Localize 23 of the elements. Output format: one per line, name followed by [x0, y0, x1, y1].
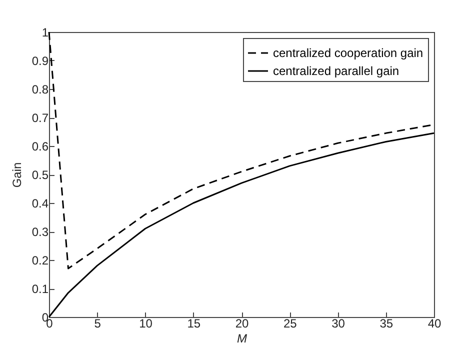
- y-tick-label: 0.5: [32, 168, 49, 182]
- x-tick-label: 15: [187, 316, 201, 330]
- x-tick-label: 10: [139, 316, 153, 330]
- legend-label: centralized parallel gain: [273, 64, 400, 78]
- x-tick-label: 20: [235, 316, 249, 330]
- y-tick-label: 1: [42, 26, 49, 40]
- x-tick-label: 30: [332, 316, 346, 330]
- x-tick-label: 25: [283, 316, 298, 330]
- y-tick-label: 0.1: [32, 282, 49, 296]
- y-tick-label: 0.3: [32, 225, 49, 239]
- x-tick-label: 40: [428, 316, 442, 330]
- y-tick-label: 0.6: [32, 140, 49, 154]
- line-series: [48, 132, 435, 318]
- x-tick-label: 5: [94, 316, 102, 330]
- y-tick-label: 0.2: [32, 254, 49, 268]
- x-axis-title: M: [237, 332, 247, 346]
- y-tick-label: 0.8: [32, 82, 49, 96]
- x-tick-label: 35: [380, 316, 394, 330]
- legend-label: centralized cooperation gain: [273, 46, 424, 60]
- y-tick-label: 0.7: [32, 111, 49, 125]
- y-axis-title: Gain: [10, 162, 24, 188]
- y-tick-label: 0.9: [32, 54, 49, 68]
- y-tick-label: 0.4: [32, 196, 49, 210]
